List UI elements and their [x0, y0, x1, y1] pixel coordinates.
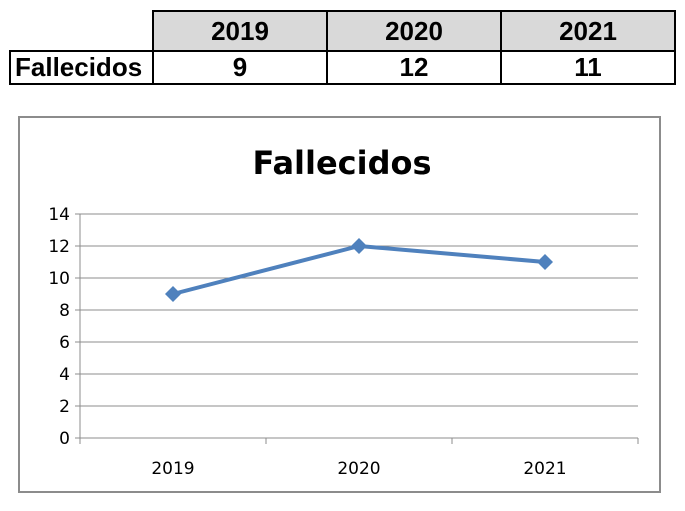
- y-tick-label: 2: [59, 397, 70, 417]
- y-tick-label: 10: [48, 269, 70, 289]
- value-2021: 11: [500, 50, 676, 85]
- y-tick-label: 14: [48, 205, 70, 225]
- data-point-2020: [351, 238, 367, 254]
- row-label-fallecidos: Fallecidos: [9, 50, 154, 85]
- y-tick-label: 6: [59, 333, 70, 353]
- line-chart: Fallecidos 0 2 4 6 8 10 12 14 2019 2020 2021: [48, 144, 639, 479]
- x-tick-label: 2020: [337, 459, 380, 479]
- chart-frame: Fallecidos 0 2 4 6 8 10 12 14 2019 2020 2021: [18, 116, 661, 493]
- year-header-2019: 2019: [152, 10, 328, 52]
- axes: [75, 213, 639, 444]
- year-header-2020: 2020: [326, 10, 502, 52]
- series-group: [165, 238, 553, 302]
- y-tick-label: 4: [59, 365, 70, 385]
- value-2019: 9: [152, 50, 328, 85]
- x-tick-label: 2019: [151, 459, 194, 479]
- data-point-2019: [165, 286, 181, 302]
- data-point-2021: [537, 254, 553, 270]
- x-tick-label: 2021: [523, 459, 566, 479]
- x-axis-tick-labels: 2019 2020 2021: [151, 459, 566, 479]
- y-tick-label: 0: [59, 429, 70, 449]
- y-axis-tick-labels: 0 2 4 6 8 10 12 14: [48, 205, 70, 449]
- value-2020: 12: [326, 50, 502, 85]
- table-row: Fallecidos 9 12 11: [9, 50, 676, 85]
- year-header-2021: 2021: [500, 10, 676, 52]
- y-tick-label: 8: [59, 301, 70, 321]
- table-corner-cell: [10, 11, 154, 52]
- data-table: 2019 2020 2021 Fallecidos 9 12 11: [9, 10, 676, 85]
- chart-title: Fallecidos: [252, 144, 431, 182]
- y-tick-label: 12: [48, 237, 70, 257]
- table-header-row: 2019 2020 2021: [10, 10, 676, 52]
